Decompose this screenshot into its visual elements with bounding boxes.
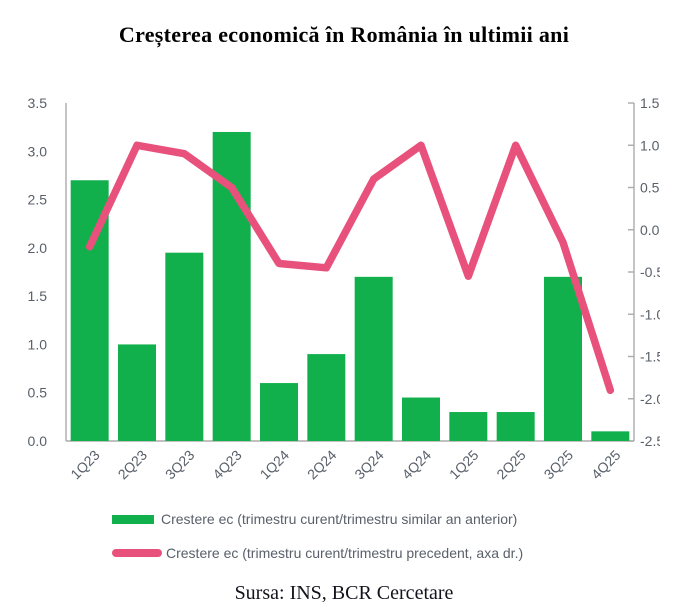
right-axis-tick-label: -1.0 bbox=[640, 306, 664, 322]
qoq-growth-line bbox=[85, 141, 615, 395]
left-axis-tick-label: 0.5 bbox=[28, 385, 48, 401]
bar-3q24 bbox=[354, 276, 393, 441]
left-axis-tick-label: 0.0 bbox=[28, 433, 48, 449]
right-axis-tick-label: 0.5 bbox=[640, 180, 660, 196]
right-axis-tick-label: -2.5 bbox=[640, 433, 664, 449]
bar-4q24 bbox=[402, 397, 440, 441]
right-axis-tick-label: -1.5 bbox=[640, 349, 664, 365]
x-axis-label-3q25: 3Q25 bbox=[541, 447, 577, 483]
right-axis-tick-label: 0.0 bbox=[640, 222, 660, 238]
line-series-swatch bbox=[112, 549, 162, 557]
bar-series-label: Crestere ec (trimestru curent/trimestru … bbox=[161, 511, 518, 527]
x-axis-label-4q23: 4Q23 bbox=[209, 447, 245, 483]
bar-4q25 bbox=[591, 431, 630, 441]
bar-3q23 bbox=[165, 252, 204, 441]
bar-3q25 bbox=[544, 276, 582, 441]
bar-2q25 bbox=[496, 412, 535, 441]
line-series-label: Crestere ec (trimestru curent/trimestru … bbox=[166, 545, 524, 561]
bar-2q23 bbox=[118, 344, 156, 441]
x-axis-label-1q24: 1Q24 bbox=[257, 447, 293, 483]
right-axis-labels: -2.5 -2.0 -1.5 -1.0 -0.5 0.0 0.5 1.0 1.5 bbox=[640, 95, 664, 449]
x-axis-label-4q24: 4Q24 bbox=[399, 447, 435, 483]
bar-series-swatch bbox=[112, 514, 154, 524]
bar-2q24 bbox=[307, 354, 346, 441]
x-axis-label-2q23: 2Q23 bbox=[115, 447, 151, 483]
x-axis-label-4q25: 4Q25 bbox=[588, 447, 624, 483]
x-axis-label-2q25: 2Q25 bbox=[493, 447, 529, 483]
left-axis-tick-label: 2.5 bbox=[28, 192, 48, 208]
chart-title: Creșterea economică în România în ultimi… bbox=[118, 22, 570, 47]
left-axis-tick-label: 3.5 bbox=[28, 95, 48, 111]
left-axis-tick-label: 3.0 bbox=[28, 143, 48, 159]
left-axis-tick-label: 1.0 bbox=[28, 336, 48, 352]
right-axis-tick-label: -2.0 bbox=[640, 391, 664, 407]
legend: Crestere ec (trimestru curent/trimestru … bbox=[112, 502, 523, 570]
x-axis-label-1q25: 1Q25 bbox=[446, 447, 482, 483]
combo-chart: 0.0 0.5 1.0 1.5 2.0 2.5 3.0 3.5 -2.5 -2.0 -1.5 -1.0… bbox=[28, 95, 664, 483]
x-axis-label-2q24: 2Q24 bbox=[304, 447, 340, 483]
x-axis-label-3q23: 3Q23 bbox=[162, 447, 198, 483]
bar-1q25 bbox=[449, 412, 488, 441]
legend-item-bar-series: Crestere ec (trimestru curent/trimestru … bbox=[112, 502, 523, 536]
legend-item-line-series: Crestere ec (trimestru curent/trimestru … bbox=[112, 536, 523, 570]
left-axis-tick-label: 2.0 bbox=[28, 240, 48, 256]
x-axis-label-1q23: 1Q23 bbox=[67, 447, 103, 483]
right-axis-tick-label: -0.5 bbox=[640, 264, 664, 280]
right-axis-tick-label: 1.0 bbox=[640, 137, 660, 153]
x-axis-label-3q24: 3Q24 bbox=[351, 447, 387, 483]
source-caption: Sursa: INS, BCR Cercetare bbox=[234, 582, 454, 604]
right-axis-tick-label: 1.5 bbox=[640, 95, 660, 111]
bar-1q24 bbox=[260, 383, 298, 441]
left-axis-tick-label: 1.5 bbox=[28, 288, 48, 304]
